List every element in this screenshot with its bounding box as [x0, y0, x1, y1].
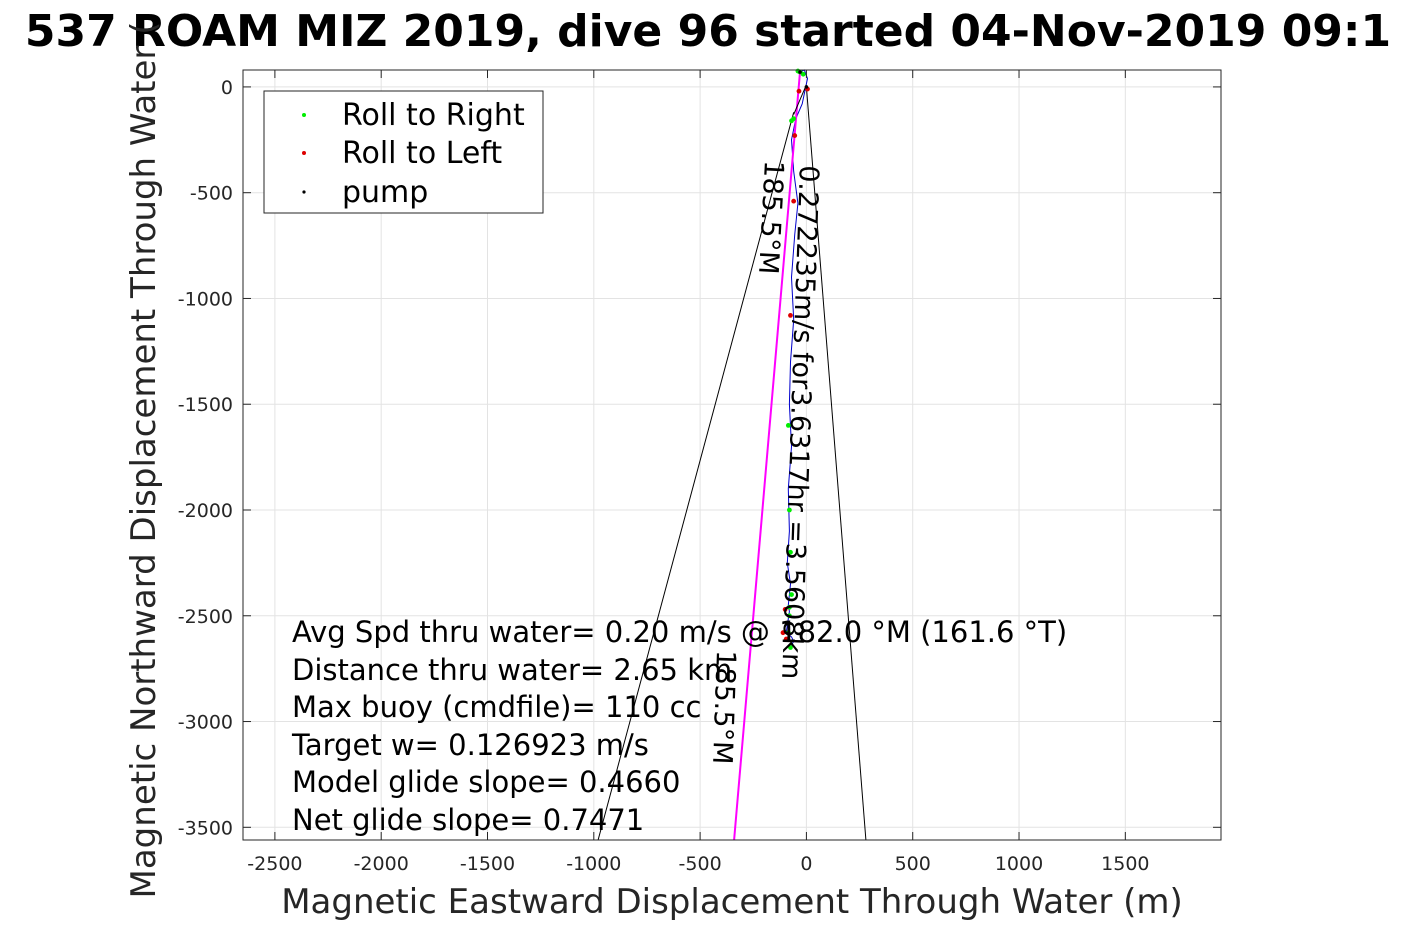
roll-right-marker — [787, 604, 792, 610]
x-tick-label: 1500 — [1101, 853, 1149, 875]
legend-label-roll-right: Roll to Right — [342, 98, 525, 133]
legend: Roll to Right Roll to Left pump — [263, 90, 544, 214]
stats-line-net-glide: Net glide slope= 0.7471 — [292, 803, 644, 837]
pump-marker — [804, 85, 809, 89]
plot-frame — [242, 69, 1222, 841]
y-tick-label: 0 — [221, 77, 233, 99]
legend-box — [263, 90, 544, 214]
heading-label-2: 185.5°M — [706, 650, 741, 765]
roll-left-marker — [792, 133, 798, 138]
x-tick-label: 1000 — [995, 853, 1043, 875]
series-line-current — [793, 84, 807, 115]
roll-right-marker — [789, 118, 794, 124]
y-axis-label: Magnetic Northward Displacement Through … — [124, 22, 164, 899]
legend-marker-roll-left — [302, 151, 306, 155]
x-tick-label: 500 — [895, 853, 931, 875]
series-line-heading — [805, 86, 867, 841]
legend-label-pump: pump — [342, 175, 428, 210]
series-line-heading — [733, 72, 801, 841]
roll-right-marker — [800, 71, 806, 77]
x-axis-label: Magnetic Eastward Displacement Through W… — [281, 882, 1183, 922]
roll-left-marker — [788, 312, 793, 318]
roll-left-marker — [780, 630, 786, 636]
series-line-heading — [597, 112, 795, 841]
x-tick-label: -1000 — [566, 853, 621, 875]
x-tick-label: 0 — [800, 853, 812, 875]
series-layer — [597, 69, 867, 841]
y-tick-label: -3000 — [178, 712, 233, 734]
y-tick-label: -500 — [190, 183, 233, 205]
stats-line-model-glide: Model glide slope= 0.4660 — [292, 765, 680, 799]
stats-line-target-w: Target w= 0.126923 m/s — [291, 728, 649, 762]
stats-line-speed: Avg Spd thru water= 0.20 m/s @ 182.0 °M … — [292, 615, 1067, 649]
roll-right-marker — [788, 645, 793, 650]
roll-right-marker — [787, 613, 792, 619]
y-tick-label: -2500 — [178, 606, 233, 628]
roll-left-marker — [796, 88, 802, 94]
legend-marker-roll-right — [302, 113, 306, 117]
roll-left-marker — [782, 607, 788, 612]
annotation-layer: 185.5°M 0.272235m/s for3.6317hr =3.5608k… — [291, 160, 1067, 837]
tick-layer: -2500 -2000 -1500 -1000 -500 0 500 1000 1500 0 -50… — [178, 70, 1221, 875]
stats-line-buoy: Max buoy (cmdfile)= 110 cc — [292, 690, 701, 724]
y-tick-label: -1000 — [178, 288, 233, 310]
x-tick-label: -1500 — [460, 853, 515, 875]
y-tick-label: -3500 — [178, 817, 233, 839]
chart-title: 537 ROAM MIZ 2019, dive 96 started 04-No… — [25, 6, 1391, 57]
roll-right-marker — [787, 507, 792, 513]
stats-line-distance: Distance thru water= 2.65 km — [292, 653, 732, 687]
y-tick-label: -1500 — [178, 394, 233, 416]
x-tick-label: -2000 — [354, 853, 409, 875]
legend-label-roll-left: Roll to Left — [342, 136, 502, 171]
pump-marker — [798, 70, 802, 74]
y-tick-label: -2000 — [178, 500, 233, 522]
roll-right-marker — [785, 422, 791, 428]
roll-right-marker — [788, 549, 793, 555]
x-tick-label: -2500 — [247, 853, 302, 875]
roll-left-marker — [783, 636, 789, 642]
legend-marker-pump — [302, 190, 306, 194]
x-tick-label: -500 — [679, 853, 722, 875]
heading-label: 185.5°M — [752, 160, 789, 276]
roll-left-marker — [791, 198, 797, 204]
roll-right-marker — [785, 630, 791, 636]
roll-right-marker — [789, 592, 794, 598]
